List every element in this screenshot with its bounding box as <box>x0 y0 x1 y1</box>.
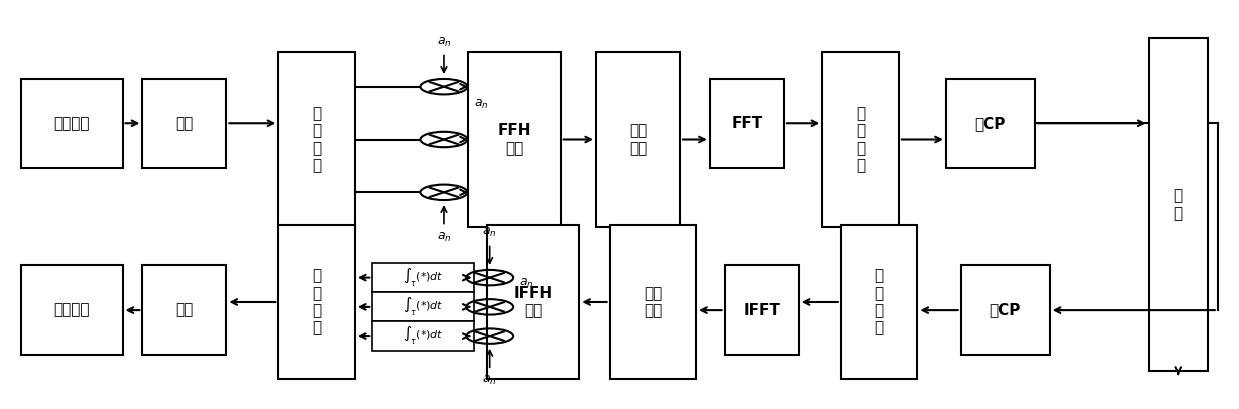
Bar <box>468 52 561 227</box>
Bar <box>823 52 898 227</box>
Bar <box>487 225 580 379</box>
Text: 串
并
转
换: 串 并 转 换 <box>875 268 883 336</box>
Text: 加CP: 加CP <box>975 116 1006 131</box>
Text: 解调: 解调 <box>175 303 193 318</box>
Text: $\int_{\tau}(*)dt$: $\int_{\tau}(*)dt$ <box>403 266 444 289</box>
Text: $a_n$: $a_n$ <box>482 374 497 387</box>
Text: $a_n$: $a_n$ <box>519 277 534 290</box>
Bar <box>372 321 473 351</box>
Text: 信道
均衡: 信道 均衡 <box>644 286 662 318</box>
Bar <box>610 225 696 379</box>
Bar <box>279 225 354 379</box>
Bar <box>142 79 227 168</box>
Text: 串
并
转
换: 串 并 转 换 <box>312 106 321 173</box>
Text: 并
串
转
换: 并 串 转 换 <box>856 106 865 173</box>
Bar <box>710 79 784 168</box>
Bar <box>1149 38 1208 371</box>
Text: $a_n$: $a_n$ <box>436 36 451 49</box>
Text: 调制: 调制 <box>175 116 193 131</box>
Text: $\int_{\tau}(*)dt$: $\int_{\tau}(*)dt$ <box>403 296 444 318</box>
Bar <box>372 263 473 292</box>
Text: FFH
映射: FFH 映射 <box>498 123 532 156</box>
Text: IFFH
映射: IFFH 映射 <box>513 286 553 318</box>
Bar <box>372 292 473 321</box>
Text: $a_n$: $a_n$ <box>473 98 488 111</box>
Text: FFT: FFT <box>731 116 762 131</box>
Text: 去CP: 去CP <box>990 303 1021 318</box>
Text: $a_n$: $a_n$ <box>482 226 497 239</box>
Bar <box>596 52 680 227</box>
Bar <box>21 265 123 355</box>
Bar <box>142 265 227 355</box>
Bar <box>841 225 917 379</box>
Bar <box>945 79 1035 168</box>
Text: IFFT: IFFT <box>743 303 781 318</box>
Text: 接收数据: 接收数据 <box>53 303 90 318</box>
Text: $a_n$: $a_n$ <box>436 231 451 244</box>
Text: 信
道: 信 道 <box>1173 188 1183 221</box>
Bar <box>279 52 354 227</box>
Text: $\int_{\tau}(*)dt$: $\int_{\tau}(*)dt$ <box>403 325 444 347</box>
Text: 并
串
转
换: 并 串 转 换 <box>312 268 321 336</box>
Bar <box>725 265 799 355</box>
Bar <box>21 79 123 168</box>
Bar <box>960 265 1049 355</box>
Text: 插入
导频: 插入 导频 <box>629 123 647 156</box>
Text: 发送数据: 发送数据 <box>53 116 90 131</box>
